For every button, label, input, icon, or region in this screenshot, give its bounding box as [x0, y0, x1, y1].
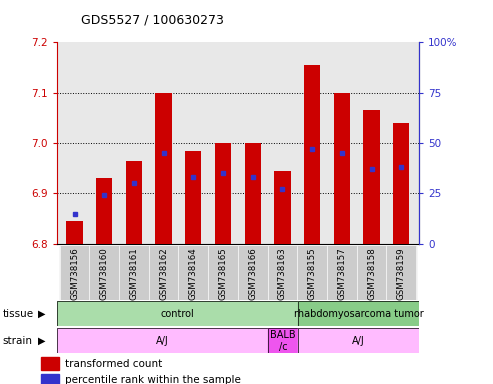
Bar — [215, 143, 231, 244]
Bar — [60, 246, 89, 300]
Text: rhabdomyosarcoma tumor: rhabdomyosarcoma tumor — [294, 309, 423, 319]
Text: strain: strain — [2, 336, 33, 346]
Text: GSM738160: GSM738160 — [100, 247, 109, 300]
Text: ▶: ▶ — [38, 336, 46, 346]
Bar — [268, 328, 298, 353]
Bar — [304, 65, 320, 244]
Text: GDS5527 / 100630273: GDS5527 / 100630273 — [81, 14, 224, 27]
Bar — [149, 246, 178, 300]
Bar — [208, 246, 238, 300]
Bar — [245, 143, 261, 244]
Bar — [298, 301, 419, 326]
Bar — [185, 151, 202, 244]
Text: GSM738163: GSM738163 — [278, 247, 287, 300]
Text: GSM738166: GSM738166 — [248, 247, 257, 300]
Bar — [393, 123, 409, 244]
Bar — [41, 358, 59, 370]
Text: GSM738158: GSM738158 — [367, 247, 376, 300]
Bar — [268, 246, 297, 300]
Text: control: control — [161, 309, 194, 319]
Bar — [334, 93, 350, 244]
Text: GSM738165: GSM738165 — [218, 247, 228, 300]
Bar — [268, 328, 298, 353]
Text: tissue: tissue — [2, 309, 34, 319]
Text: GSM738164: GSM738164 — [189, 247, 198, 300]
Bar — [298, 301, 419, 326]
Bar — [298, 328, 419, 353]
Text: GSM738159: GSM738159 — [397, 247, 406, 300]
Text: BALB
/c: BALB /c — [270, 330, 296, 352]
Text: GSM738156: GSM738156 — [70, 247, 79, 300]
Text: GSM738155: GSM738155 — [308, 247, 317, 300]
Bar — [274, 171, 290, 244]
Bar — [387, 246, 416, 300]
Bar — [327, 246, 356, 300]
Bar — [96, 178, 112, 244]
Text: percentile rank within the sample: percentile rank within the sample — [65, 375, 241, 384]
Bar — [57, 301, 298, 326]
Text: A/J: A/J — [352, 336, 365, 346]
Bar — [297, 246, 327, 300]
Bar — [238, 246, 268, 300]
Bar — [178, 246, 208, 300]
Bar — [298, 328, 419, 353]
Bar — [126, 161, 142, 244]
Bar — [119, 246, 149, 300]
Bar — [89, 246, 119, 300]
Text: GSM738162: GSM738162 — [159, 247, 168, 300]
Text: ▶: ▶ — [38, 309, 46, 319]
Bar — [67, 221, 83, 244]
Bar — [356, 246, 387, 300]
Bar — [155, 93, 172, 244]
Text: A/J: A/J — [156, 336, 169, 346]
Bar — [57, 328, 268, 353]
Bar — [57, 328, 268, 353]
Text: GSM738161: GSM738161 — [130, 247, 139, 300]
Text: transformed count: transformed count — [65, 359, 163, 369]
Text: GSM738157: GSM738157 — [337, 247, 346, 300]
Bar — [57, 301, 298, 326]
Bar — [363, 110, 380, 244]
Bar — [41, 374, 59, 384]
